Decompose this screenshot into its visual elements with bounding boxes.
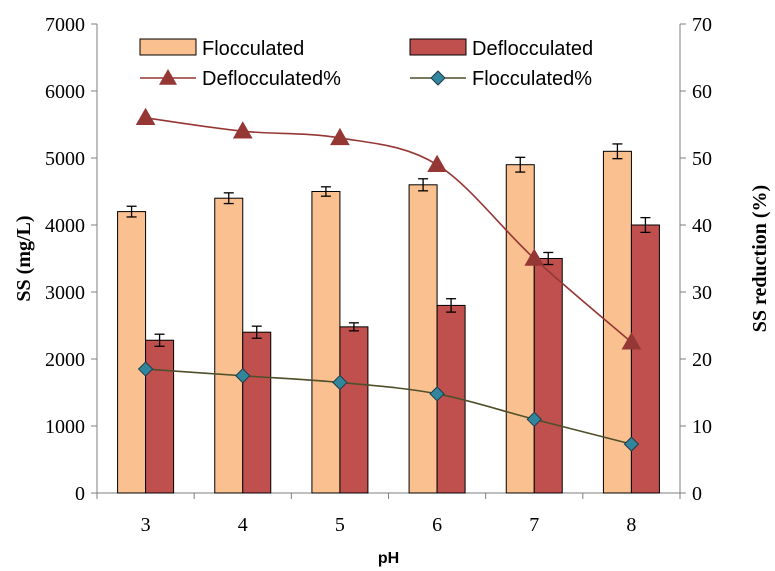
legend-label: Deflocculated%	[202, 68, 341, 90]
bar-deflocculated	[145, 339, 175, 494]
bar-deflocculated	[339, 326, 369, 494]
y-tick-label: 0	[75, 483, 85, 505]
y-tick-label: 3000	[45, 282, 85, 304]
y2-tick-label: 30	[692, 282, 712, 304]
axes-layer: 0 1000 2000 3000 4000 5000 6000 7000 0 10 20 30 40 50…	[45, 14, 712, 536]
y2-tick-label: 50	[692, 148, 712, 170]
legend-marker	[430, 70, 446, 86]
bar-flocculated	[117, 211, 147, 494]
legend-swatch	[139, 38, 197, 56]
marker-deflocculated-pct	[427, 154, 447, 172]
x-tick-label: 7	[529, 514, 539, 536]
marker-deflocculated-pct	[524, 248, 545, 266]
x-tick-label: 6	[432, 514, 442, 536]
bars-layer	[117, 143, 660, 494]
marker-flocculated-pct	[623, 436, 640, 452]
legend-label: Flocculated	[202, 38, 304, 60]
bar-flocculated	[505, 164, 535, 494]
x-tick-label: 8	[626, 514, 636, 536]
y-tick-label: 4000	[45, 215, 85, 237]
y-tick-label: 5000	[45, 148, 85, 170]
x-tick-label: 4	[238, 514, 248, 536]
marker-flocculated-pct	[526, 411, 542, 428]
lines-layer	[135, 107, 642, 452]
y2-tick-label: 60	[692, 81, 712, 103]
marker-flocculated-pct	[235, 368, 251, 384]
y2-tick-label: 0	[692, 483, 702, 505]
y-tick-label: 6000	[45, 81, 85, 103]
marker-flocculated-pct	[429, 386, 445, 402]
bar-flocculated	[408, 184, 438, 494]
marker-deflocculated-pct	[621, 332, 642, 350]
bar-flocculated	[602, 150, 632, 494]
legend-label: Deflocculated	[472, 38, 593, 60]
y-tick-label: 7000	[45, 14, 85, 36]
legend-label: Flocculated%	[472, 68, 592, 90]
marker-flocculated-pct	[332, 374, 348, 391]
x-tick-label: 5	[335, 514, 345, 536]
marker-deflocculated-pct	[330, 127, 350, 146]
y-tick-label: 1000	[45, 416, 85, 438]
bar-deflocculated	[630, 224, 660, 494]
bar-deflocculated	[533, 258, 563, 494]
legend-swatch	[409, 38, 467, 56]
marker-deflocculated-pct	[232, 121, 253, 139]
bar-deflocculated	[242, 331, 272, 494]
legend-marker	[159, 69, 177, 85]
y2-tick-label: 70	[692, 14, 712, 36]
bar-flocculated	[214, 197, 244, 494]
bar-flocculated	[311, 191, 341, 494]
x-axis-title: pH	[378, 550, 399, 567]
y-tick-label: 2000	[45, 349, 85, 371]
marker-deflocculated-pct	[135, 107, 156, 126]
y2-tick-label: 40	[692, 215, 712, 237]
x-tick-label: 3	[141, 514, 151, 536]
y-axis-title: SS (mg/L)	[13, 215, 35, 301]
y2-tick-label: 10	[692, 416, 712, 438]
legend: Flocculated Deflocculated Deflocculated% Fl…	[139, 38, 593, 90]
marker-flocculated-pct	[137, 361, 154, 377]
y2-axis-title: SS reduction (%)	[749, 185, 771, 332]
y2-tick-label: 20	[692, 349, 712, 371]
